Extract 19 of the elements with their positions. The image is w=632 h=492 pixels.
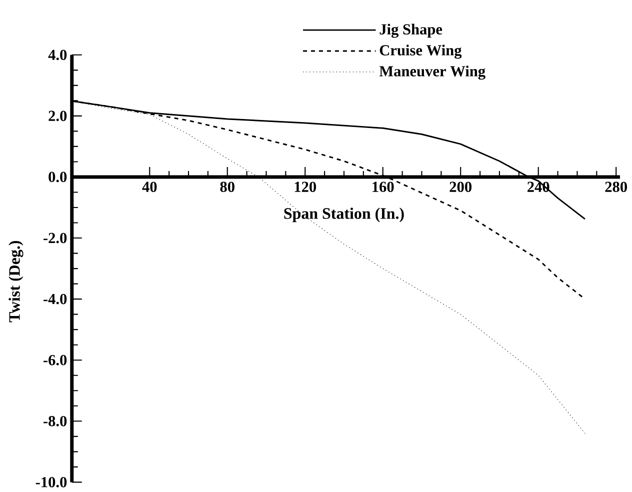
x-tick-label: 120 — [294, 182, 316, 192]
y-tick-label: 0.0 — [48, 172, 67, 182]
legend-label: Jig Shape — [380, 24, 442, 38]
y-tick-label: 4.0 — [48, 50, 67, 60]
legend-label: Maneuver Wing — [379, 66, 486, 80]
y-tick-label: -4.0 — [44, 294, 67, 304]
x-axis-title: Span Station (In.) — [284, 208, 404, 222]
x-tick-label: 80 — [220, 182, 234, 192]
x-tick-label: 160 — [372, 182, 394, 192]
x-tick-label: 40 — [142, 182, 157, 192]
y-tick-label: 2.0 — [48, 110, 67, 122]
x-tick-label: 280 — [605, 182, 627, 192]
legend-label: Cruise Wing — [380, 44, 462, 59]
y-tick-label: -2.0 — [44, 232, 67, 244]
x-tick-label: 200 — [450, 182, 472, 192]
y-tick-label: -10.0 — [36, 477, 67, 488]
y-tick-label: -8.0 — [44, 416, 67, 426]
y-tick-label: -6.0 — [44, 355, 67, 366]
y-axis-title: Twist (Deg.) — [8, 241, 24, 322]
